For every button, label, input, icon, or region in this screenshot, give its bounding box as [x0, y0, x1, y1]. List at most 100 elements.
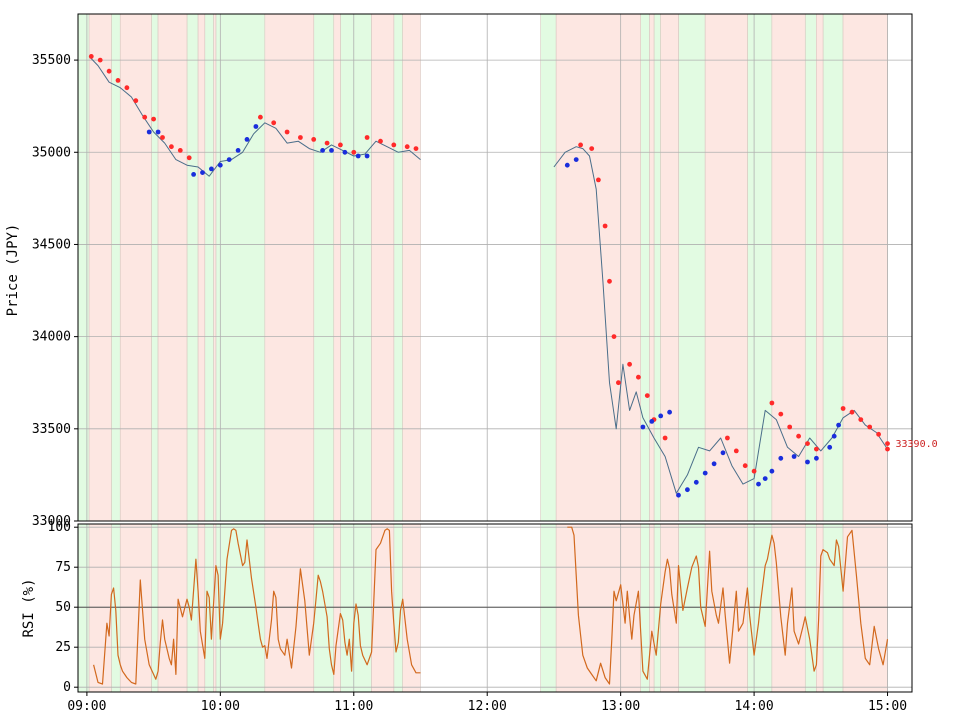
- rsi-band: [556, 524, 641, 692]
- sar-buy-point: [836, 422, 841, 428]
- rsi-band: [705, 524, 748, 692]
- rsi-band: [654, 524, 661, 692]
- sar-sell-point: [124, 85, 130, 91]
- rsi-band: [158, 524, 187, 692]
- price-band: [89, 14, 112, 521]
- price-band: [640, 14, 650, 521]
- rsi-band: [540, 524, 557, 692]
- rsi-y-axis-title: RSI (%): [21, 578, 37, 637]
- rsi-band: [771, 524, 806, 692]
- rsi-y-tick-label: 25: [55, 640, 71, 655]
- price-y-tick-label: 33000: [32, 514, 71, 529]
- rsi-band: [402, 524, 421, 692]
- rsi-band: [333, 524, 341, 692]
- sar-buy-point: [200, 170, 205, 176]
- price-band: [540, 14, 557, 521]
- x-tick-label: 14:00: [735, 699, 774, 714]
- sar-sell-point: [338, 142, 343, 148]
- rsi-band: [640, 524, 650, 692]
- rsi-band: [213, 524, 216, 692]
- sar-sell-point: [616, 380, 621, 386]
- sar-buy-point: [693, 479, 699, 485]
- sar-buy-point: [364, 153, 370, 159]
- sar-buy-point: [831, 433, 837, 439]
- sar-sell-point: [742, 463, 748, 469]
- rsi-band: [313, 524, 334, 692]
- sar-buy-point: [685, 487, 690, 493]
- sar-sell-point: [106, 68, 112, 74]
- sar-sell-point: [751, 468, 757, 474]
- sar-sell-point: [324, 140, 330, 146]
- price-band: [393, 14, 403, 521]
- rsi-y-tick-label: 0: [63, 680, 71, 695]
- price-y-tick-label: 35000: [32, 145, 71, 160]
- price-band: [204, 14, 214, 521]
- price-band: [333, 14, 341, 521]
- sar-buy-point: [209, 166, 214, 172]
- sar-sell-point: [596, 177, 601, 183]
- sar-sell-point: [787, 424, 793, 430]
- sar-buy-point: [827, 444, 833, 450]
- sar-buy-point: [649, 419, 655, 424]
- rsi-band: [649, 524, 655, 692]
- sar-buy-point: [778, 455, 784, 461]
- price-band: [198, 14, 205, 521]
- price-band: [78, 14, 90, 521]
- x-tick-label: 10:00: [201, 699, 240, 714]
- sar-sell-point: [142, 114, 148, 120]
- sar-buy-point: [355, 153, 361, 159]
- sar-buy-point: [226, 157, 232, 163]
- price-y-axis-title: Price (JPY): [5, 224, 21, 317]
- rsi-band: [816, 524, 824, 692]
- x-tick-label: 09:00: [67, 699, 106, 714]
- sar-sell-point: [311, 137, 317, 142]
- sar-sell-point: [876, 431, 881, 437]
- sar-sell-point: [391, 142, 397, 148]
- price-band: [649, 14, 655, 521]
- sar-buy-point: [342, 149, 348, 155]
- price-signal-bands: [77, 14, 888, 521]
- price-band: [186, 14, 199, 521]
- sar-buy-point: [640, 424, 646, 430]
- sar-buy-point: [676, 492, 681, 498]
- sar-sell-point: [840, 406, 846, 411]
- sar-buy-point: [791, 454, 797, 459]
- sar-sell-point: [364, 135, 370, 140]
- price-band: [805, 14, 817, 521]
- rsi-band: [371, 524, 394, 692]
- sar-sell-point: [814, 446, 819, 452]
- rsi-y-tick-label: 100: [48, 520, 71, 535]
- rsi-line-afternoon: [567, 526, 889, 685]
- rsi-band: [823, 524, 844, 692]
- rsi-band: [89, 524, 112, 692]
- rsi-series-group: [93, 526, 889, 685]
- rsi-band: [151, 524, 159, 692]
- sar-buy-point: [155, 129, 161, 135]
- sar-buy-point: [253, 124, 259, 129]
- sar-sell-point: [88, 54, 94, 59]
- sar-sell-point: [284, 129, 290, 135]
- price-y-tick-label: 33500: [32, 422, 71, 437]
- sar-sell-point: [627, 361, 632, 367]
- sar-sell-point: [769, 400, 775, 406]
- sar-sell-point: [885, 441, 890, 446]
- price-band: [402, 14, 421, 521]
- sar-buy-point: [711, 461, 717, 467]
- sar-sell-point: [271, 120, 277, 126]
- sar-buy-point: [191, 172, 197, 177]
- sar-buy-point: [720, 450, 726, 456]
- price-band: [120, 14, 152, 521]
- rsi-panel-frame: [77, 523, 913, 693]
- sar-buy-point: [320, 148, 325, 153]
- rsi-band: [660, 524, 679, 692]
- x-ticks: 09:00 10:00 11:00 12:00 13:00 14:00 15:00: [67, 692, 907, 714]
- rsi-y-ticks: 0 25 50 75 100: [48, 520, 78, 695]
- rsi-band: [393, 524, 403, 692]
- sar-sell-point: [258, 114, 263, 120]
- price-band: [747, 14, 772, 521]
- rsi-band: [120, 524, 152, 692]
- sar-sell-point: [160, 135, 165, 140]
- last-price-annotation: 33390.0: [896, 439, 938, 450]
- sar-buy-point: [573, 157, 579, 163]
